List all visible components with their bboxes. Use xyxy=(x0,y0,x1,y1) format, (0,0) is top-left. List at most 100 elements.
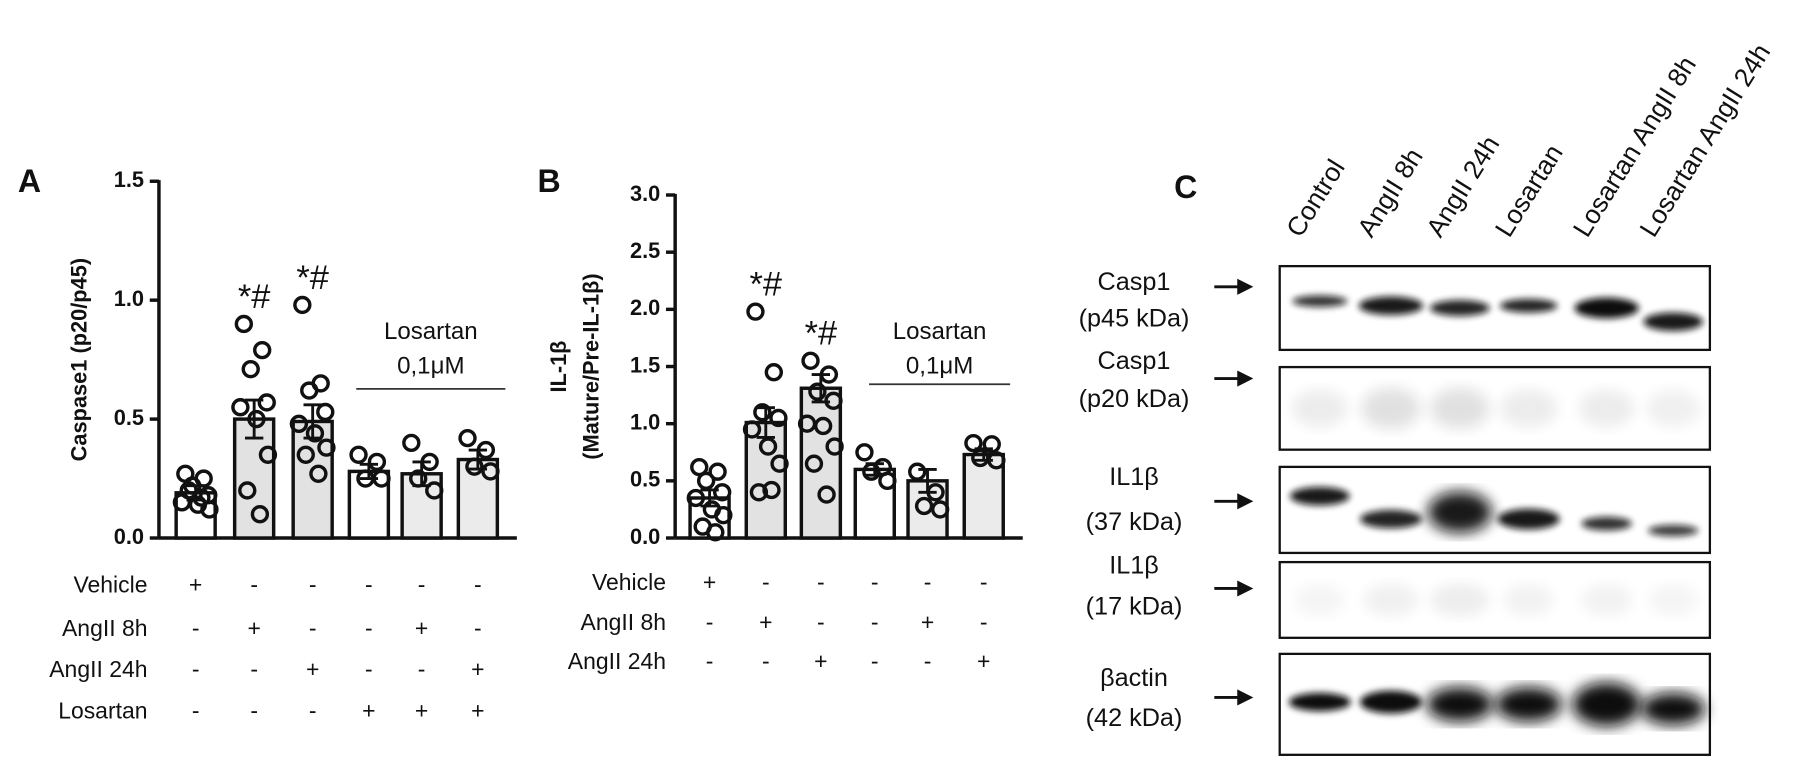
data-point xyxy=(305,424,325,443)
condition-sign: + xyxy=(306,656,319,682)
significance-label: *# xyxy=(296,259,329,297)
data-point xyxy=(696,471,716,491)
data-point xyxy=(708,462,727,481)
data-point xyxy=(309,464,328,483)
y-tick-label: 1.5 xyxy=(630,352,660,377)
data-point xyxy=(749,483,769,502)
bracket-sublabel: 0,1μM xyxy=(397,352,464,379)
blot-band xyxy=(1361,387,1421,430)
blot-band xyxy=(1292,390,1348,427)
lane-label: Losartan AngII 8h xyxy=(1567,51,1702,242)
condition-sign: - xyxy=(309,697,317,723)
condition-sign: - xyxy=(817,569,825,595)
blot-box xyxy=(1278,560,1712,639)
data-point xyxy=(878,471,897,491)
condition-sign: - xyxy=(250,656,258,682)
blot-band xyxy=(1497,508,1560,530)
condition-sign: + xyxy=(921,609,934,635)
data-point xyxy=(742,420,762,439)
condition-sign: - xyxy=(980,569,988,595)
condition-sign: - xyxy=(250,697,258,723)
condition-sign: - xyxy=(474,571,482,597)
data-point xyxy=(317,438,336,457)
y-tick-label: 1.5 xyxy=(114,167,144,192)
blot-band xyxy=(1641,692,1706,725)
data-point xyxy=(241,359,260,379)
condition-sign: - xyxy=(474,615,482,641)
data-point xyxy=(914,496,934,516)
condition-sign: + xyxy=(471,656,484,682)
data-point xyxy=(234,314,254,334)
condition-sign: + xyxy=(814,648,827,674)
row-size: (p45 kDa) xyxy=(1079,305,1190,333)
row-size: (17 kDa) xyxy=(1086,593,1183,621)
blot-band xyxy=(1294,583,1346,617)
data-point xyxy=(801,351,820,370)
y-tick-label: 0.0 xyxy=(630,524,660,549)
data-point xyxy=(349,445,368,464)
condition-sign: + xyxy=(471,697,484,723)
blot-band xyxy=(1290,486,1350,506)
bracket-label: Losartan xyxy=(384,318,478,345)
data-point xyxy=(758,437,778,456)
row-name: Casp1 xyxy=(1098,268,1171,296)
bracket-sublabel: 0,1μM xyxy=(906,352,973,379)
data-point xyxy=(300,381,319,400)
data-point xyxy=(982,435,1001,454)
data-point xyxy=(192,488,211,507)
condition-sign: - xyxy=(250,571,258,597)
blot-box xyxy=(1278,465,1712,555)
data-point xyxy=(296,445,315,464)
data-point xyxy=(987,451,1006,470)
data-point xyxy=(476,440,496,460)
condition-sign: + xyxy=(247,615,260,641)
blot-band xyxy=(1426,687,1494,722)
error-bar xyxy=(756,406,775,439)
blot-band xyxy=(1429,583,1490,617)
data-point xyxy=(804,454,824,473)
panel-label: C xyxy=(1174,169,1197,205)
blot-band xyxy=(1363,583,1419,617)
lane-label: AngII 8h xyxy=(1351,143,1429,242)
data-point xyxy=(769,408,788,428)
condition-sign: - xyxy=(192,656,200,682)
data-point xyxy=(813,416,833,436)
y-tick-label: 0.5 xyxy=(630,467,660,492)
data-point xyxy=(289,414,309,434)
data-point xyxy=(764,363,783,382)
lane-label: Control xyxy=(1280,154,1351,242)
condition-sign: - xyxy=(871,569,879,595)
arrow-head xyxy=(1237,580,1254,597)
data-point xyxy=(908,462,927,481)
condition-sign: - xyxy=(817,609,825,635)
blot-band xyxy=(1288,692,1351,712)
data-point xyxy=(425,481,444,500)
blot-band xyxy=(1581,583,1632,617)
blot-band xyxy=(1647,583,1699,617)
data-point xyxy=(293,295,312,315)
blot-band xyxy=(1495,687,1562,722)
significance-label: *# xyxy=(750,265,783,303)
data-point xyxy=(247,409,266,429)
lane-label: Losartan xyxy=(1489,139,1569,242)
y-tick-label: 1.0 xyxy=(114,286,144,311)
arrow-head xyxy=(1237,493,1254,510)
condition-sign: - xyxy=(418,656,426,682)
condition-sign: - xyxy=(365,615,373,641)
y-tick-label: 0.5 xyxy=(114,405,144,430)
condition-name: Losartan xyxy=(58,697,147,723)
condition-name: Vehicle xyxy=(74,571,148,597)
data-point xyxy=(762,480,781,500)
data-point xyxy=(964,433,983,453)
condition-name: AngII 24h xyxy=(568,648,666,674)
condition-sign: + xyxy=(703,569,716,595)
condition-sign: - xyxy=(706,648,714,674)
condition-sign: - xyxy=(309,615,317,641)
data-point xyxy=(808,382,827,401)
data-point xyxy=(817,485,836,504)
y-axis-title: IL-1β xyxy=(546,340,571,392)
data-point xyxy=(713,483,732,502)
condition-sign: - xyxy=(706,609,714,635)
condition-name: AngII 8h xyxy=(62,615,147,641)
